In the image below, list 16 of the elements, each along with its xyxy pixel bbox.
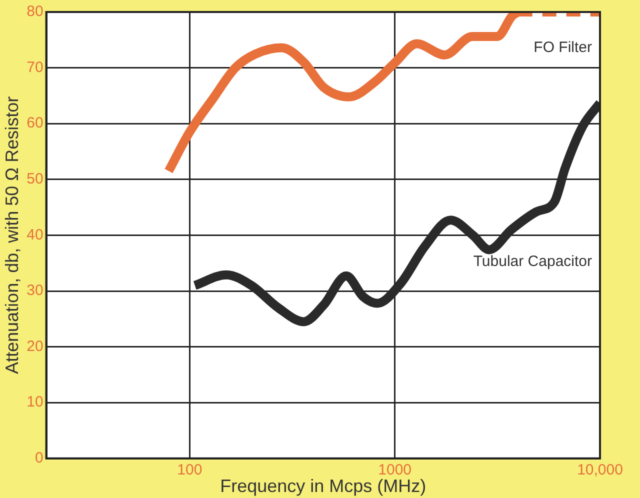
y-tick-label: 30 <box>26 282 44 300</box>
y-tick-label: 80 <box>26 3 44 20</box>
y-tick-label: 40 <box>26 226 44 244</box>
y-tick-label: 10 <box>26 394 44 411</box>
y-tick-label: 50 <box>26 170 44 188</box>
text: FO Filter <box>534 39 592 56</box>
x-tick-label: 100 <box>177 462 202 479</box>
y-axis-title: Attenuation, db, with 50 Ω Resistor <box>2 96 22 374</box>
y-tick-label: 60 <box>26 114 44 132</box>
y-tick-label: 20 <box>26 338 44 355</box>
x-axis-title: Frequency in Mcps (MHz) <box>220 476 426 496</box>
series-label: Tubular Capacitor <box>473 252 592 270</box>
x-tick-label: 10,000 <box>577 462 623 479</box>
y-tick-label: 0 <box>34 450 44 467</box>
x-tick-label: 1000 <box>378 462 412 479</box>
y-tick-label: 70 <box>26 58 44 76</box>
